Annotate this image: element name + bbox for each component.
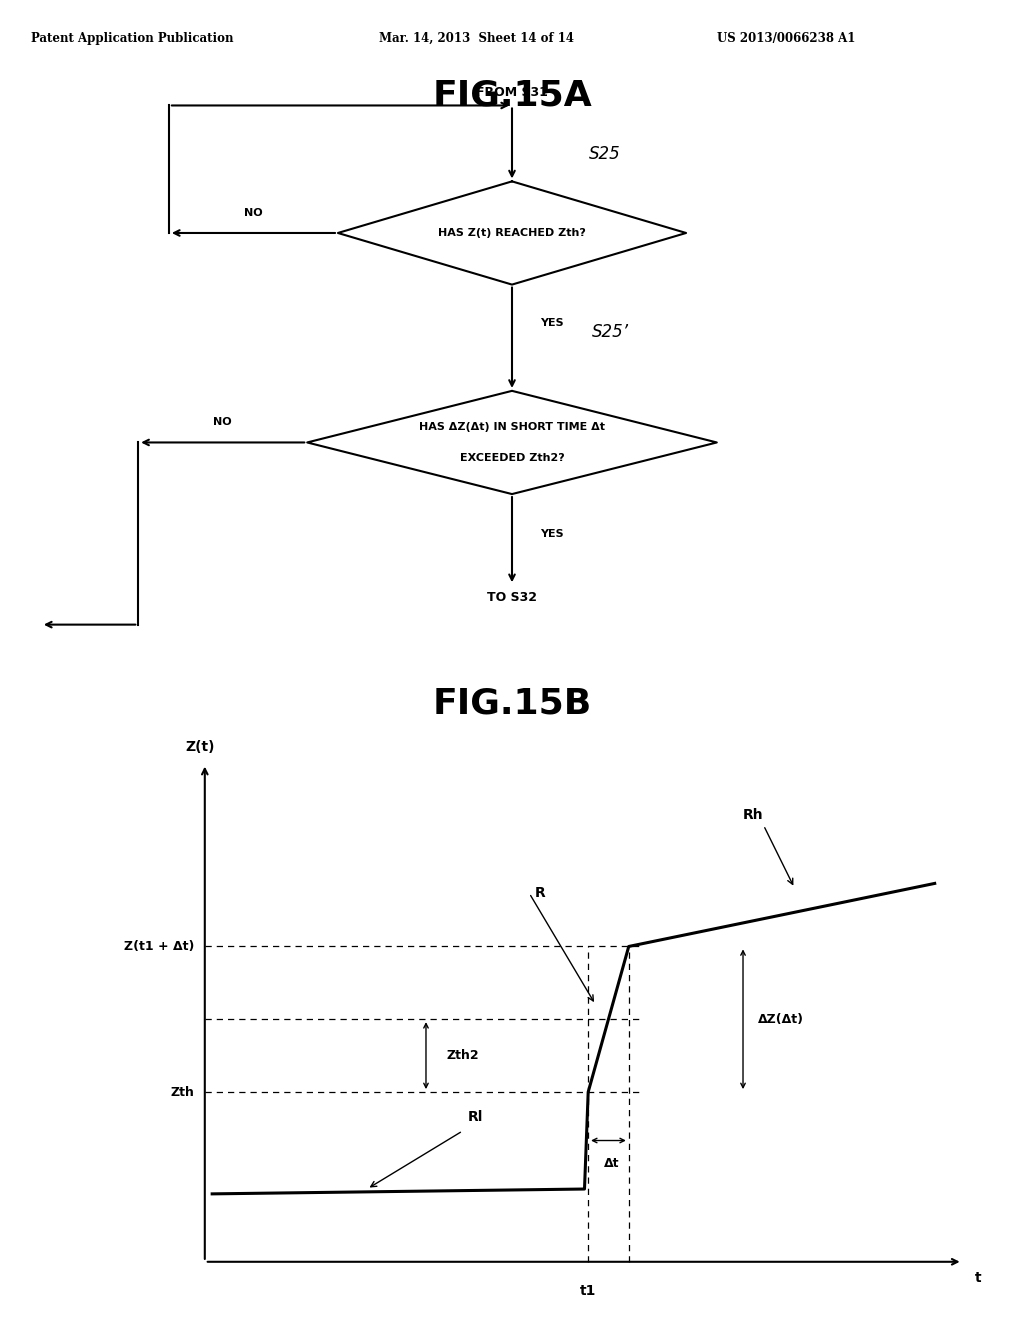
Text: NO: NO <box>213 417 232 428</box>
Text: S25: S25 <box>589 145 621 164</box>
Text: S25’: S25’ <box>592 322 629 341</box>
Text: YES: YES <box>540 318 563 327</box>
Text: Zth2: Zth2 <box>446 1049 479 1063</box>
Text: HAS ΔZ(Δt) IN SHORT TIME Δt: HAS ΔZ(Δt) IN SHORT TIME Δt <box>419 422 605 432</box>
Text: EXCEEDED Zth2?: EXCEEDED Zth2? <box>460 453 564 462</box>
Text: NO: NO <box>244 207 263 218</box>
Text: HAS Z(t) REACHED Zth?: HAS Z(t) REACHED Zth? <box>438 228 586 238</box>
Text: TO S32: TO S32 <box>487 591 537 605</box>
Text: Rh: Rh <box>743 808 764 822</box>
Text: Z(t1 + Δt): Z(t1 + Δt) <box>124 940 195 953</box>
Text: Patent Application Publication: Patent Application Publication <box>31 32 233 45</box>
Text: FIG.15A: FIG.15A <box>432 78 592 112</box>
Text: Mar. 14, 2013  Sheet 14 of 14: Mar. 14, 2013 Sheet 14 of 14 <box>379 32 573 45</box>
Text: FROM S31: FROM S31 <box>476 86 548 99</box>
Text: YES: YES <box>540 528 563 539</box>
Text: Δt: Δt <box>604 1156 620 1170</box>
Text: FIG.15B: FIG.15B <box>432 686 592 721</box>
Text: R: R <box>535 886 545 900</box>
Text: Zth: Zth <box>171 1085 195 1098</box>
Text: t1: t1 <box>580 1284 596 1299</box>
Text: US 2013/0066238 A1: US 2013/0066238 A1 <box>717 32 855 45</box>
Text: t: t <box>975 1271 981 1286</box>
Text: Rl: Rl <box>468 1110 483 1125</box>
Text: Z(t): Z(t) <box>185 741 214 754</box>
Text: ΔZ(Δt): ΔZ(Δt) <box>759 1012 805 1026</box>
